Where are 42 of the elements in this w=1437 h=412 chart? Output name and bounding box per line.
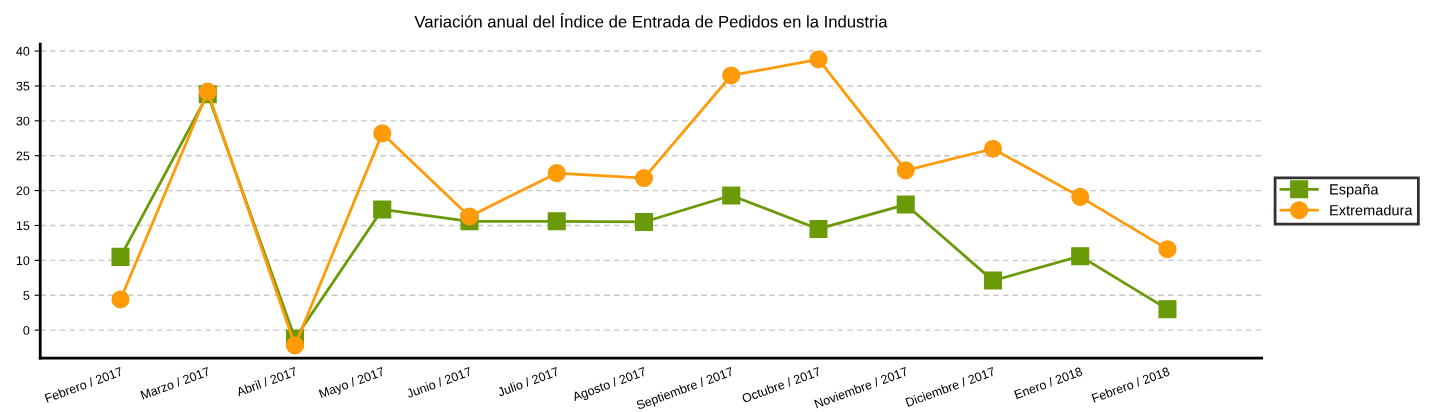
point (722, 186, 741, 205)
x-tick-label: Febrero / 2017 (44, 366, 124, 403)
point (1158, 300, 1177, 319)
point (809, 219, 828, 238)
x-tick-label: Enero / 2018 (1013, 366, 1083, 400)
x-tick-label: Abril / 2017 (235, 366, 298, 397)
y-tick-label: 40 (16, 46, 30, 56)
point (896, 195, 915, 214)
point (373, 124, 392, 143)
x-tick-label: Mayo / 2017 (318, 366, 386, 401)
point (111, 247, 130, 266)
x-tick-label: Julio / 2017 (496, 366, 560, 397)
point (809, 50, 828, 69)
legend-label: España (1330, 183, 1379, 198)
y-tick-label: 5 (23, 291, 30, 300)
point (547, 212, 566, 231)
point (634, 212, 654, 232)
y-tick-label: 35 (16, 81, 30, 91)
y-tick-label: 30 (16, 116, 30, 126)
point (983, 139, 1002, 158)
y-tick-label: 20 (16, 186, 30, 196)
point (1158, 240, 1177, 259)
x-tick-label: Junio / 2017 (405, 366, 473, 399)
point (285, 336, 305, 355)
y-tick-label: 0 (23, 325, 30, 335)
point (1071, 247, 1090, 266)
y-tick-label: 25 (16, 151, 30, 161)
point (634, 169, 654, 188)
y-tick-label: 10 (16, 256, 30, 266)
point (896, 161, 915, 180)
point (722, 66, 741, 85)
point (373, 200, 392, 219)
x-tick-label: Febrero / 2018 (1091, 366, 1171, 403)
point (1071, 187, 1090, 206)
point (547, 164, 566, 183)
point (111, 290, 130, 309)
point (460, 207, 479, 226)
point (983, 271, 1002, 290)
x-tick-label: Marzo / 2017 (140, 366, 211, 400)
chart-title: Variación anual del Índice de Entrada de Pedidos en la Industria (414, 12, 888, 28)
legend-label: Extremadura (1330, 204, 1413, 216)
y-tick-label: 15 (16, 221, 30, 231)
